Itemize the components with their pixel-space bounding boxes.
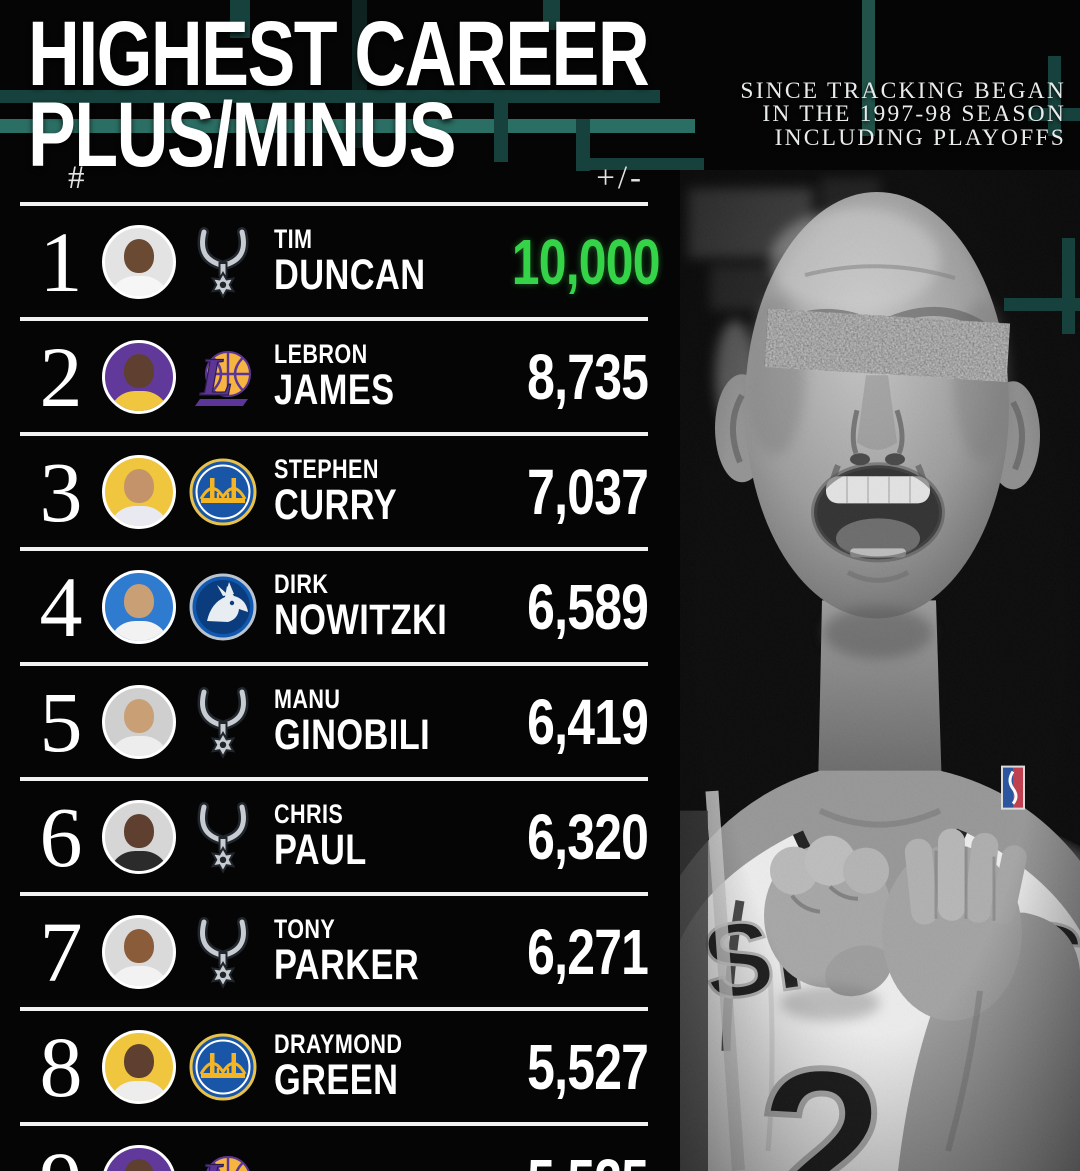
plusminus-value: 5,527 xyxy=(526,1030,649,1103)
player-first-name: STEPHEN xyxy=(274,453,379,484)
rank-number: 4 xyxy=(39,558,83,655)
team-logo-spurs xyxy=(184,684,262,760)
player-name: DRAYMOND GREEN xyxy=(274,1028,470,1105)
player-name: STEPHEN CURRY xyxy=(274,453,470,530)
player-first-name: SHAQUILLE xyxy=(274,1166,431,1171)
player-avatar xyxy=(102,799,176,874)
player-avatar xyxy=(102,1144,176,1171)
team-logo-mavericks xyxy=(184,569,262,645)
player-name: SHAQUILLE xyxy=(274,1166,470,1171)
player-last-name: JAMES xyxy=(274,366,395,415)
player-last-name: GINOBILI xyxy=(274,711,431,760)
player-last-name: CURRY xyxy=(274,481,398,530)
table-row: 5 MANU GINOBILI 6,419 xyxy=(20,662,649,777)
player-first-name: TIM xyxy=(274,223,313,254)
player-last-name: GREEN xyxy=(274,1056,399,1105)
subtitle-line-3: INCLUDING PLAYOFFS xyxy=(774,124,1066,151)
player-name: DIRK NOWITZKI xyxy=(274,568,470,645)
player-avatar xyxy=(102,1029,176,1104)
plusminus-value: 5,525 xyxy=(470,1150,649,1171)
rank-number: 7 xyxy=(39,903,83,1000)
plusminus-value: 7,037 xyxy=(526,455,649,528)
player-last-name: DUNCAN xyxy=(274,251,426,300)
grid-bar xyxy=(862,0,875,136)
player-first-name: DIRK xyxy=(274,568,329,599)
title-line-1: HIGHEST CAREER xyxy=(28,3,650,105)
title-line-2: PLUS/MINUS xyxy=(28,83,457,186)
grid-bar xyxy=(1062,238,1075,334)
player-name: CHRIS PAUL xyxy=(274,798,470,875)
grid-bar xyxy=(1028,108,1080,121)
subtitle: SINCE TRACKING BEGAN IN THE 1997-98 SEAS… xyxy=(740,78,1066,151)
plusminus-value: 8,735 xyxy=(526,340,649,413)
team-logo-spurs xyxy=(184,914,262,990)
subtitle-line-2: IN THE 1997-98 SEASON xyxy=(762,101,1066,128)
photo-illustration: SP RS 2 xyxy=(680,170,1080,1171)
player-avatar xyxy=(102,339,176,414)
table-row: 2 LEBRON JAMES 8,735 xyxy=(20,317,649,432)
plusminus-value: 6,589 xyxy=(526,570,649,643)
player-name: MANU GINOBILI xyxy=(274,683,470,760)
player-first-name: MANU xyxy=(274,683,341,714)
plusminus-column-header: +/- xyxy=(596,160,644,196)
grid-bar xyxy=(230,0,250,38)
table-row: 7 TONY PARKER 6,271 xyxy=(20,892,649,1007)
player-photo-tim-duncan: SP RS 2 xyxy=(680,170,1080,1171)
player-avatar xyxy=(102,569,176,644)
rank-column-header: # xyxy=(68,160,85,196)
table-row: 4 DIRK NOWITZKI 6,589 xyxy=(20,547,649,662)
rank-number: 1 xyxy=(39,213,83,310)
player-last-name: PAUL xyxy=(274,826,367,875)
team-logo-spurs xyxy=(184,224,262,300)
player-avatar xyxy=(102,224,176,299)
player-first-name: CHRIS xyxy=(274,798,344,829)
plusminus-value: 10,000 xyxy=(511,225,661,298)
player-avatar xyxy=(102,454,176,529)
plusminus-value: 6,419 xyxy=(526,685,649,758)
team-logo-spurs xyxy=(184,799,262,875)
rank-number: 9 xyxy=(20,1139,102,1171)
table-row: 6 CHRIS PAUL 6,320 xyxy=(20,777,649,892)
team-logo-warriors xyxy=(184,1029,262,1105)
team-logo-lakers xyxy=(184,339,262,415)
grid-bar xyxy=(576,158,704,170)
team-logo-lakers xyxy=(184,1144,262,1171)
table-row: 1 TIM DUNCAN 10,000 xyxy=(20,202,661,317)
grid-bar xyxy=(1004,298,1080,311)
player-name: TONY PARKER xyxy=(274,913,470,990)
grid-bar xyxy=(494,90,508,162)
team-logo-warriors xyxy=(184,454,262,530)
table-row: 3 STEPHEN CURRY 7,037 xyxy=(20,432,649,547)
grid-bar xyxy=(543,0,560,30)
player-name: TIM DUNCAN xyxy=(274,223,470,300)
grid-bar xyxy=(0,119,695,133)
rank-number: 5 xyxy=(39,673,83,770)
grid-bar xyxy=(352,0,367,148)
rank-number: 8 xyxy=(39,1018,83,1115)
player-first-name: LEBRON xyxy=(274,338,368,369)
table-row: 9 SHAQUILLE 5,525 xyxy=(20,1122,649,1171)
rank-number: 6 xyxy=(39,788,83,885)
table-row: 8 DRAYMOND GREEN 5,527 xyxy=(20,1007,649,1122)
rank-number: 2 xyxy=(39,328,83,425)
table-header: # +/- xyxy=(20,160,648,202)
player-last-name: NOWITZKI xyxy=(274,596,448,645)
player-last-name: PARKER xyxy=(274,941,420,990)
plusminus-value: 6,320 xyxy=(526,800,649,873)
subtitle-line-1: SINCE TRACKING BEGAN xyxy=(740,78,1066,104)
plusminus-value: 6,271 xyxy=(526,915,649,988)
rank-number: 3 xyxy=(39,443,83,540)
player-first-name: DRAYMOND xyxy=(274,1028,403,1059)
player-avatar xyxy=(102,684,176,759)
player-name: LEBRON JAMES xyxy=(274,338,470,415)
leaderboard: # +/- 1 TIM DUNCAN 10,000 2 LEBRON JAMES… xyxy=(20,160,661,1171)
player-avatar xyxy=(102,914,176,989)
player-first-name: TONY xyxy=(274,913,336,944)
page-title: HIGHEST CAREER PLUS/MINUS xyxy=(28,3,823,186)
